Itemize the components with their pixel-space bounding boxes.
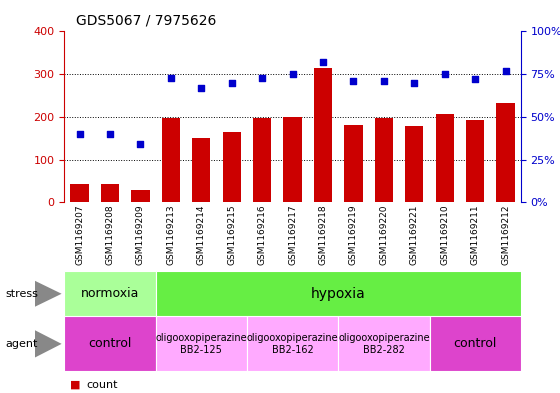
Text: GSM1169217: GSM1169217 [288,204,297,265]
Bar [156,316,247,371]
Text: GSM1169212: GSM1169212 [501,204,510,265]
Text: ■: ■ [70,380,81,390]
Point [410,79,419,86]
Bar [436,114,454,202]
Text: GSM1169216: GSM1169216 [258,204,267,265]
Text: GSM1169220: GSM1169220 [379,204,389,265]
Text: oligooxopiperazine
BB2-125: oligooxopiperazine BB2-125 [156,333,247,354]
Text: hypoxia: hypoxia [311,287,366,301]
Bar [466,120,484,202]
Text: control: control [454,337,497,351]
Text: GSM1169218: GSM1169218 [319,204,328,265]
Bar [344,125,362,202]
Text: GDS5067 / 7975626: GDS5067 / 7975626 [76,13,216,28]
Text: oligooxopiperazine
BB2-162: oligooxopiperazine BB2-162 [247,333,338,354]
Bar [497,103,515,202]
Point [380,78,389,84]
Point [166,74,175,81]
Bar [338,316,430,371]
Text: stress: stress [6,289,39,299]
Bar [314,68,332,202]
Point [471,76,480,83]
Text: agent: agent [6,339,38,349]
Point [501,68,510,74]
Text: GSM1169221: GSM1169221 [410,204,419,265]
Bar [247,316,338,371]
Text: GSM1169219: GSM1169219 [349,204,358,265]
Bar [192,138,211,202]
Point [258,74,267,81]
Polygon shape [35,281,62,307]
Text: GSM1169210: GSM1169210 [440,204,449,265]
Bar [162,118,180,202]
Bar [430,316,521,371]
Bar [64,316,156,371]
Point [349,78,358,84]
Bar [253,118,271,202]
Point [440,71,449,77]
Point [319,59,328,65]
Bar [71,184,88,202]
Text: GSM1169215: GSM1169215 [227,204,236,265]
Bar [132,189,150,202]
Point [106,131,115,137]
Bar [101,184,119,202]
Text: GSM1169214: GSM1169214 [197,204,206,265]
Bar [375,118,393,202]
Bar [405,126,423,202]
Text: GSM1169213: GSM1169213 [166,204,175,265]
Point [136,141,145,147]
Text: oligooxopiperazine
BB2-282: oligooxopiperazine BB2-282 [338,333,430,354]
Point [288,71,297,77]
Bar [156,271,521,316]
Text: count: count [87,380,118,390]
Text: normoxia: normoxia [81,287,139,300]
Text: GSM1169208: GSM1169208 [105,204,115,265]
Polygon shape [35,330,62,358]
Text: GSM1169211: GSM1169211 [470,204,480,265]
Text: GSM1169207: GSM1169207 [75,204,84,265]
Point [75,131,84,137]
Bar [283,117,302,202]
Bar [223,132,241,202]
Text: GSM1169209: GSM1169209 [136,204,145,265]
Point [197,85,206,91]
Point [227,79,236,86]
Bar [64,271,156,316]
Text: control: control [88,337,132,351]
